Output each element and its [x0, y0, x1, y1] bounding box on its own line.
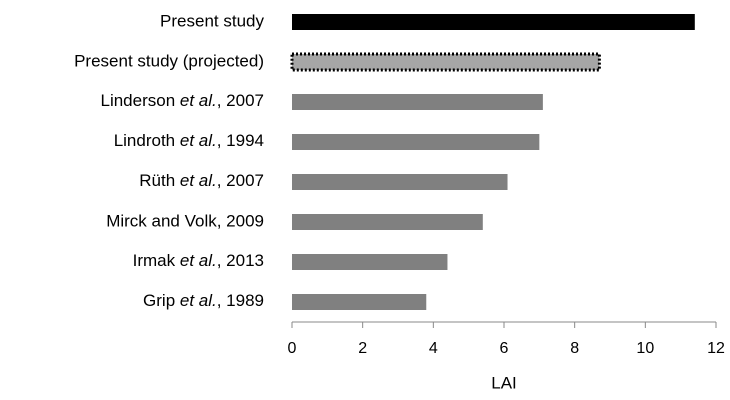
x-axis-label: LAI	[491, 373, 517, 392]
bar	[292, 214, 483, 230]
x-tick-label: 10	[636, 340, 654, 357]
x-tick-label: 8	[570, 340, 579, 357]
x-tick-label: 12	[707, 340, 725, 357]
y-tick-label: Lindroth et al., 1994	[114, 131, 264, 150]
bar	[292, 94, 543, 110]
bar	[292, 294, 427, 310]
y-tick-label: Linderson et al., 2007	[100, 91, 264, 110]
y-tick-label: Mirck and Volk, 2009	[106, 211, 264, 230]
bar	[290, 52, 601, 72]
y-tick-label: Grip et al., 1989	[143, 291, 264, 310]
bar	[292, 254, 448, 270]
y-tick-label: Present study	[160, 11, 264, 30]
y-tick-label: Irmak et al., 2013	[133, 251, 264, 270]
bar	[292, 174, 508, 190]
x-tick-label: 4	[429, 340, 438, 357]
x-tick-label: 2	[358, 340, 367, 357]
y-tick-label: Present study (projected)	[74, 51, 264, 70]
x-tick-label: 6	[500, 340, 509, 357]
bar	[292, 14, 695, 30]
x-tick-label: 0	[288, 340, 297, 357]
y-tick-label: Rüth et al., 2007	[139, 171, 264, 190]
bar	[292, 134, 540, 150]
